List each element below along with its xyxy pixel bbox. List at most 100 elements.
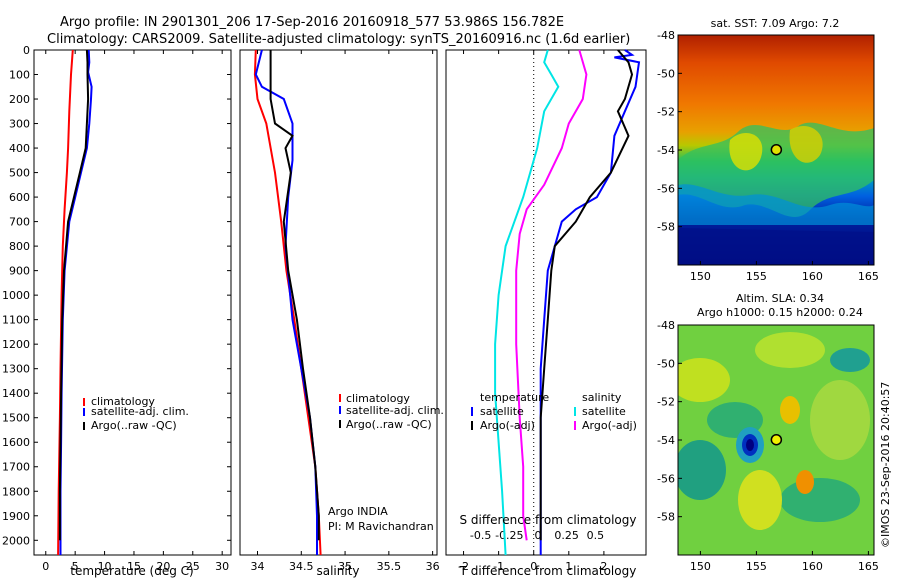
x-tick-label: 0: [42, 560, 49, 573]
difference-legend: temperature satellite Argo(-adj) salinit…: [471, 391, 637, 432]
salinity-legend: climatology satellite-adj. clim. Argo(..…: [339, 392, 444, 431]
depth-tick-label: 1300: [2, 363, 30, 376]
sst-map-ticks: 150 155 160 165 -48 -50 -52 -54 -56 -58: [657, 29, 879, 283]
legend-climatology-label: climatology: [91, 395, 155, 408]
x-tick-label: 35: [338, 560, 352, 573]
salinity-axis-label: salinity: [316, 564, 359, 578]
legend-argo-label: Argo(..raw -QC): [91, 419, 177, 432]
lon-tick-label: 155: [746, 270, 767, 283]
depth-tick-label: 1800: [2, 485, 30, 498]
lat-tick-label: -56: [657, 472, 675, 485]
lat-tick-label: -52: [657, 106, 675, 119]
salinity-x-ticks: 34 34.5 35 35.5 36: [251, 50, 440, 573]
salinity-profile-lines: [253, 49, 322, 556]
depth-tick-label: 1600: [2, 436, 30, 449]
x-tick-label: 1: [565, 560, 572, 573]
sla-map-image: [678, 325, 874, 555]
sst-map-title: sat. SST: 7.09 Argo: 7.2: [711, 17, 840, 30]
depth-tick-label: 2000: [2, 534, 30, 547]
x-tick-label: 30: [215, 560, 229, 573]
salinity-difference-label: S difference from climatology: [460, 513, 637, 527]
sla-map-title: Altim. SLA: 0.34: [736, 292, 824, 305]
x-tick-label: 34.5: [289, 560, 314, 573]
argo-position-marker: [770, 143, 783, 156]
depth-tick-label: 1000: [2, 289, 30, 302]
s-diff-tick-label: 0: [535, 529, 542, 542]
x-tick-label: 0: [530, 560, 537, 573]
lat-tick-label: -54: [657, 144, 675, 157]
lat-tick-label: -56: [657, 182, 675, 195]
s-diff-tick-label: 0.25: [554, 529, 579, 542]
lat-tick-label: -52: [657, 396, 675, 409]
lon-tick-label: 160: [802, 270, 823, 283]
difference-panel: -2 -1 0 1 2 -0.5 -0.25 0 0.25 0.5 S difference f…: [445, 49, 647, 578]
temperature-plot-frame: [33, 49, 232, 556]
lon-tick-label: 150: [690, 270, 711, 283]
header-line-1: Argo profile: IN 2901301_206 17-Sep-2016…: [60, 15, 564, 30]
x-tick-label: -1: [493, 560, 504, 573]
lon-tick-label: 165: [858, 560, 879, 573]
depth-tick-label: 800: [9, 240, 30, 253]
depth-tick-label: 500: [9, 167, 30, 180]
x-tick-label: -2: [458, 560, 469, 573]
legend-satellite-label: satellite-adj. clim.: [91, 405, 189, 418]
temperature-profile-lines: [57, 49, 93, 556]
temperature-x-ticks: 0 5 10 15 20 25 30: [42, 50, 229, 573]
depth-tick-label: 900: [9, 265, 30, 278]
s-diff-tick-label: -0.5: [470, 529, 491, 542]
depth-tick-label: 700: [9, 216, 30, 229]
series-line-argo-adj-temperature: [539, 49, 634, 541]
series-line-argo-raw-qc: [269, 50, 320, 541]
legend-argo-label: Argo(..raw -QC): [346, 418, 432, 431]
depth-tick-label: 0: [23, 44, 30, 57]
depth-tick-label: 400: [9, 142, 30, 155]
legend-sal-satellite-label: satellite: [582, 405, 626, 418]
temperature-panel: 0100200300400500600700800900100011001200…: [2, 44, 646, 578]
x-tick-label: 20: [156, 560, 170, 573]
x-tick-label: 25: [186, 560, 200, 573]
lon-tick-label: 150: [690, 560, 711, 573]
platform-name: Argo INDIA: [328, 505, 388, 518]
legend-sal-argo-label: Argo(-adj): [582, 419, 637, 432]
depth-tick-label: 100: [9, 69, 30, 82]
lat-tick-label: -50: [657, 357, 675, 370]
lat-tick-label: -48: [657, 29, 675, 42]
lat-tick-label: -58: [657, 511, 675, 524]
depth-tick-label: 1900: [2, 510, 30, 523]
legend-satellite-label: satellite-adj. clim.: [346, 404, 444, 417]
salinity-panel: 34 34.5 35 35.5 36 salinity climatology sate…: [239, 49, 444, 578]
x-tick-label: 35.5: [377, 560, 402, 573]
platform-pi: PI: M Ravichandran: [328, 520, 434, 533]
x-tick-label: 15: [127, 560, 141, 573]
argo-position-marker: [770, 433, 783, 446]
sla-map-ticks: 150 155 160 165 -48 -50 -52 -54 -56 -58: [657, 319, 879, 573]
depth-tick-label: 600: [9, 191, 30, 204]
lat-tick-label: -50: [657, 67, 675, 80]
series-line-argo-adj-salinity: [515, 49, 588, 541]
x-tick-label: 5: [72, 560, 79, 573]
lon-tick-label: 155: [746, 560, 767, 573]
series-line-argo-raw-qc: [58, 49, 90, 541]
lat-tick-label: -58: [657, 221, 675, 234]
depth-tick-label: 300: [9, 118, 30, 131]
depth-tick-label: 200: [9, 93, 30, 106]
temperature-axis-label: temperature (deg C): [70, 564, 193, 578]
legend-salinity-heading: salinity: [582, 391, 622, 404]
figure-header: Argo profile: IN 2901301_206 17-Sep-2016…: [47, 15, 630, 47]
temperature-legend: climatology satellite-adj. clim. Argo(..…: [83, 395, 189, 432]
sla-map-subtitle: Argo h1000: 0.15 h2000: 0.24: [697, 306, 863, 319]
depth-tick-label: 1700: [2, 461, 30, 474]
depth-tick-label: 1200: [2, 338, 30, 351]
lon-tick-label: 160: [802, 560, 823, 573]
temperature-difference-label: T difference from climatology: [459, 564, 637, 578]
x-tick-label: 34: [251, 560, 265, 573]
depth-tick-label: 1100: [2, 314, 30, 327]
legend-temperature-heading: temperature: [480, 391, 549, 404]
lon-tick-label: 165: [858, 270, 879, 283]
depth-tick-label: 1500: [2, 412, 30, 425]
legend-climatology-label: climatology: [346, 392, 410, 405]
difference-profile-lines: [494, 49, 641, 556]
x-tick-label: 2: [600, 560, 607, 573]
s-diff-tick-label: -0.25: [495, 529, 523, 542]
